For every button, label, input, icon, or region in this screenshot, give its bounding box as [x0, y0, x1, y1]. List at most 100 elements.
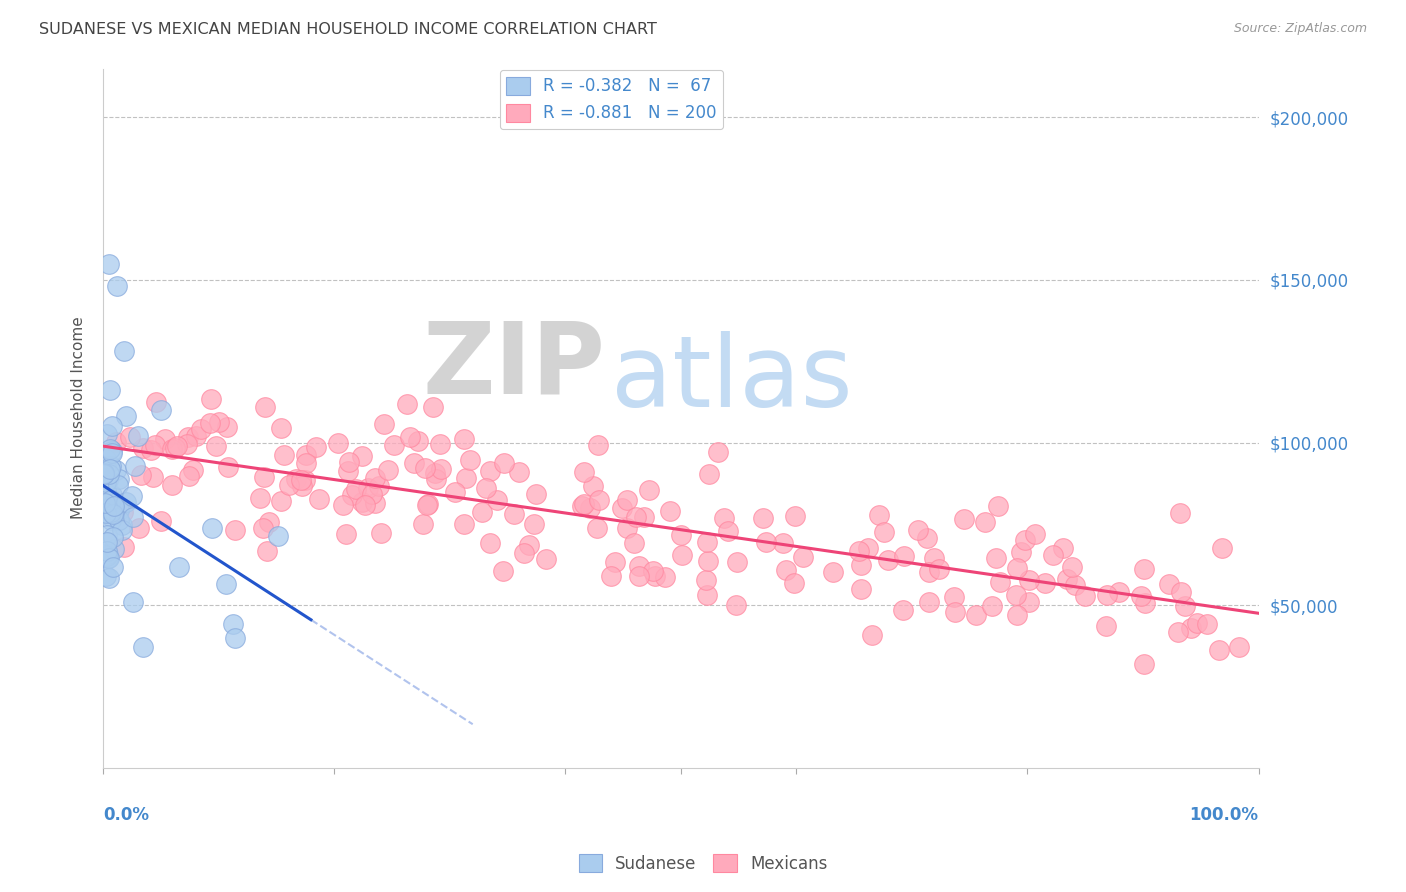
Point: [659, 503, 682, 517]
Point: [443, 485, 465, 500]
Point: [623, 535, 645, 549]
Point: [131, 441, 153, 455]
Point: [644, 569, 666, 583]
Point: [149, 403, 172, 417]
Text: 0.0%: 0.0%: [103, 806, 149, 824]
Point: [772, 536, 794, 550]
Point: [111, 518, 134, 533]
Point: [783, 575, 806, 590]
Point: [783, 509, 806, 524]
Text: ZIP: ZIP: [423, 318, 606, 414]
Point: [285, 472, 308, 486]
Point: [129, 467, 152, 482]
Point: [97, 467, 120, 482]
Point: [860, 627, 883, 641]
Point: [643, 564, 665, 578]
Point: [112, 344, 135, 359]
Point: [98, 442, 121, 456]
Point: [907, 523, 929, 537]
Point: [112, 540, 135, 554]
Point: [1180, 621, 1202, 635]
Point: [270, 421, 292, 435]
Point: [267, 528, 290, 542]
Point: [582, 478, 605, 492]
Point: [974, 515, 997, 529]
Point: [1056, 573, 1078, 587]
Point: [335, 526, 357, 541]
Point: [868, 508, 890, 523]
Point: [96, 549, 118, 564]
Point: [1014, 533, 1036, 548]
Point: [627, 569, 650, 583]
Point: [586, 521, 609, 535]
Point: [350, 494, 373, 508]
Point: [142, 469, 165, 483]
Point: [270, 494, 292, 508]
Point: [429, 437, 451, 451]
Point: [399, 430, 422, 444]
Point: [93, 496, 115, 510]
Point: [96, 544, 118, 558]
Point: [600, 569, 623, 583]
Point: [118, 430, 141, 444]
Point: [579, 501, 602, 516]
Point: [984, 550, 1007, 565]
Point: [697, 467, 720, 481]
Point: [1130, 590, 1153, 604]
Text: Source: ZipAtlas.com: Source: ZipAtlas.com: [1233, 22, 1367, 36]
Point: [725, 555, 748, 569]
Point: [143, 438, 166, 452]
Point: [422, 400, 444, 414]
Point: [915, 531, 938, 545]
Point: [364, 496, 387, 510]
Point: [517, 538, 540, 552]
Point: [103, 542, 125, 557]
Point: [1197, 617, 1219, 632]
Point: [105, 434, 128, 449]
Point: [856, 541, 879, 555]
Point: [373, 417, 395, 431]
Point: [305, 440, 328, 454]
Point: [922, 550, 945, 565]
Point: [610, 500, 633, 515]
Point: [503, 507, 526, 521]
Point: [508, 465, 530, 479]
Text: 100.0%: 100.0%: [1189, 806, 1258, 824]
Point: [291, 479, 314, 493]
Point: [697, 554, 720, 568]
Point: [485, 492, 508, 507]
Point: [1018, 595, 1040, 609]
Point: [115, 495, 138, 509]
Point: [1060, 560, 1083, 574]
Point: [891, 602, 914, 616]
Text: SUDANESE VS MEXICAN MEDIAN HOUSEHOLD INCOME CORRELATION CHART: SUDANESE VS MEXICAN MEDIAN HOUSEHOLD INC…: [39, 22, 657, 37]
Point: [128, 521, 150, 535]
Point: [475, 481, 498, 495]
Point: [122, 509, 145, 524]
Point: [893, 549, 915, 563]
Point: [108, 472, 131, 486]
Point: [103, 499, 125, 513]
Point: [603, 555, 626, 569]
Point: [1097, 588, 1119, 602]
Point: [332, 498, 354, 512]
Point: [222, 616, 245, 631]
Point: [215, 577, 238, 591]
Point: [201, 521, 224, 535]
Point: [695, 573, 717, 587]
Point: [184, 429, 207, 443]
Point: [101, 446, 124, 460]
Point: [524, 487, 547, 501]
Point: [696, 535, 718, 549]
Point: [101, 419, 124, 434]
Point: [669, 528, 692, 542]
Point: [471, 505, 494, 519]
Point: [96, 506, 118, 520]
Point: [93, 467, 115, 482]
Point: [396, 397, 419, 411]
Point: [167, 560, 190, 574]
Point: [328, 436, 350, 450]
Point: [1168, 506, 1191, 520]
Point: [350, 449, 373, 463]
Point: [337, 455, 360, 469]
